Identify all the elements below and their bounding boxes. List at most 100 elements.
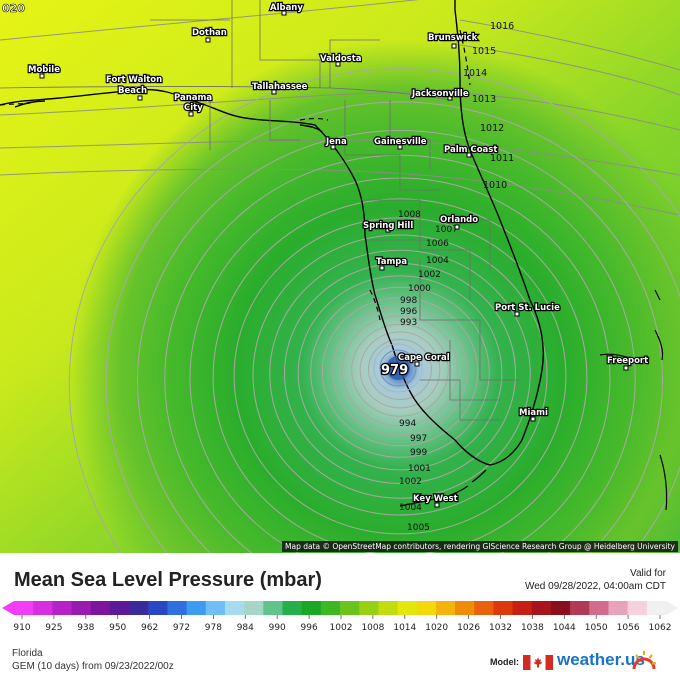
colorbar-cell bbox=[205, 601, 226, 615]
colorbar-cell bbox=[167, 601, 188, 615]
city-label-fort-walton: Fort Walton bbox=[106, 75, 162, 85]
colorbar-tick-label: 1056 bbox=[617, 623, 640, 633]
city-label-miami: Miami bbox=[519, 408, 548, 418]
city-dot bbox=[385, 227, 391, 233]
city-label-mobile: Mobile bbox=[28, 65, 60, 75]
isobar-ring bbox=[310, 286, 490, 458]
isobar-ring bbox=[137, 130, 663, 553]
isobar-label: 1013 bbox=[472, 94, 496, 105]
bahamas bbox=[599, 289, 668, 511]
canada-flag-icon bbox=[523, 655, 553, 670]
colorbar-right-arrow bbox=[666, 601, 678, 615]
isobar-ring bbox=[351, 323, 449, 417]
outer-isobars bbox=[0, 0, 680, 216]
colorbar-cell bbox=[129, 601, 149, 615]
isobar-label: 1004 bbox=[399, 503, 422, 513]
city-dot bbox=[434, 502, 440, 508]
colorbar-cell bbox=[493, 601, 514, 615]
colorbar-cell bbox=[263, 601, 283, 615]
isobar-label: 1010 bbox=[483, 180, 507, 191]
isobar-ring bbox=[332, 306, 468, 436]
storm-isobars bbox=[68, 68, 680, 553]
isobar-ring bbox=[269, 249, 531, 499]
city-dot bbox=[414, 361, 420, 367]
storm-field bbox=[0, 0, 680, 553]
isobar-label: 997 bbox=[410, 434, 427, 444]
city-dot bbox=[466, 152, 472, 158]
colorbar-cell bbox=[627, 601, 648, 615]
city-label-orlando: Orlando bbox=[440, 215, 478, 225]
colorbar-tick-label: 978 bbox=[205, 623, 222, 633]
isobar-label: 1004 bbox=[426, 256, 449, 266]
colorbar-cell bbox=[301, 601, 322, 615]
colorbar-tick-label: 1032 bbox=[489, 623, 512, 633]
isobar-label: 1008 bbox=[398, 210, 421, 220]
cities: Albany Dothan Brunswick Mobile Fort Walt… bbox=[27, 2, 649, 508]
isobar-ring bbox=[233, 217, 567, 535]
isobar-ring bbox=[284, 263, 516, 484]
isobar-label: 994 bbox=[399, 419, 416, 429]
keys-islands bbox=[399, 469, 487, 507]
colorbar-cell bbox=[455, 601, 475, 615]
frame-code: 020 bbox=[2, 2, 26, 16]
colorbar-cell bbox=[52, 601, 73, 615]
colorbar-cell bbox=[531, 601, 552, 615]
map-attribution: Map data © OpenStreetMap contributors, r… bbox=[282, 541, 678, 552]
colorbar-cell bbox=[14, 601, 34, 615]
city-label-freeport: Freeport bbox=[607, 356, 648, 366]
colorbar-cell bbox=[186, 601, 207, 615]
boundaries bbox=[0, 0, 520, 421]
valid-for-value: Wed 09/28/2022, 04:00am CDT bbox=[524, 581, 666, 592]
land-outlines bbox=[0, 0, 544, 466]
isobar-label: 1007 bbox=[435, 225, 458, 235]
colorbar-ticks: 910 925 938 950 962 972 978 984 990 996 1002 1008 10… bbox=[13, 615, 671, 633]
colorbar-cell bbox=[224, 601, 245, 615]
colorbar-cell bbox=[282, 601, 303, 615]
isobar-label: 1000 bbox=[408, 284, 431, 294]
model-label: Model: bbox=[490, 657, 519, 667]
isobar-label: 1005 bbox=[407, 523, 430, 533]
city-dot bbox=[281, 10, 287, 16]
isobar-ring bbox=[341, 315, 459, 427]
colorbar-tick-label: 910 bbox=[13, 623, 30, 633]
city-label-jena: Jena bbox=[325, 137, 347, 147]
city-label-cape-coral: Cape Coral bbox=[398, 353, 450, 363]
isobar-labels-right: 1016 1015 1014 1013 1012 1011 1010 bbox=[463, 21, 514, 191]
city-dot bbox=[137, 95, 143, 101]
isobar-label: 1011 bbox=[490, 153, 514, 164]
city-label-tampa: Tampa bbox=[376, 257, 407, 267]
city-label-key-west: Key West bbox=[413, 494, 458, 504]
isobar-label: 1002 bbox=[418, 270, 441, 280]
city-label-panama: Panama bbox=[174, 93, 212, 103]
colorbar-cell bbox=[570, 601, 590, 615]
colorbar-tick-label: 1014 bbox=[393, 623, 416, 633]
isobar-ring bbox=[68, 68, 680, 553]
isobar-label: 1002 bbox=[399, 477, 422, 487]
isobar-ring bbox=[359, 331, 441, 409]
colorbar-cell bbox=[109, 601, 130, 615]
map-panel[interactable]: 1016 1015 1014 1013 1012 1011 1010 1008 … bbox=[0, 0, 680, 553]
colorbar-cell bbox=[474, 601, 494, 615]
colorbar-cell bbox=[359, 601, 379, 615]
isobar-label: 999 bbox=[410, 448, 427, 458]
city-label-albany: Albany bbox=[270, 3, 303, 13]
weather-us-logo[interactable]: weather.us bbox=[557, 650, 645, 669]
city-dot bbox=[514, 311, 520, 317]
colorbar-cell bbox=[608, 601, 629, 615]
colorbar-tick-label: 925 bbox=[45, 623, 62, 633]
city-label-spring-hill: Spring Hill bbox=[363, 221, 413, 231]
colorbar-cell bbox=[646, 601, 667, 615]
colorbar-cell bbox=[416, 601, 437, 615]
colorbar-tick-label: 950 bbox=[109, 623, 126, 633]
city-label-brunswick: Brunswick bbox=[428, 33, 478, 43]
colorbar-tick-label: 1026 bbox=[457, 623, 480, 633]
colorbar-cell bbox=[378, 601, 399, 615]
colorbar-cell bbox=[397, 601, 418, 615]
city-label-fort-walton-2: Beach bbox=[118, 86, 147, 96]
city-label-tallahassee: Tallahassee bbox=[252, 82, 308, 92]
pressure-map: 1016 1015 1014 1013 1012 1011 1010 1008 … bbox=[0, 0, 680, 553]
isobar-ring bbox=[368, 339, 432, 400]
colorbar-tick-label: 996 bbox=[301, 623, 318, 633]
city-label-valdosta: Valdosta bbox=[320, 54, 362, 64]
city-label-palm-coast: Palm Coast bbox=[444, 145, 497, 155]
